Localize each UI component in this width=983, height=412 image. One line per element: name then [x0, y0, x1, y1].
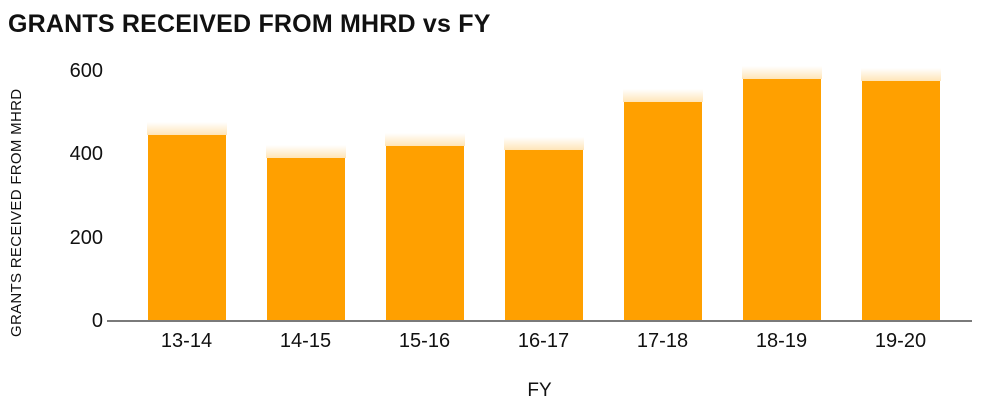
bar-15-16	[384, 132, 465, 321]
bar-16-17	[503, 136, 584, 321]
x-tick-15-16: 15-16	[398, 330, 451, 352]
x-tick-16-17: 16-17	[517, 330, 570, 352]
bar-19-20	[860, 67, 941, 321]
y-tick-0: 0	[91, 310, 103, 332]
bar-17-18	[622, 88, 703, 321]
y-tick-400: 400	[69, 143, 103, 165]
x-tick-19-20: 19-20	[874, 330, 927, 352]
bar-13-14	[146, 122, 227, 321]
bar-18-19	[741, 65, 822, 321]
bar-14-15	[265, 145, 346, 321]
chart-title: GRANTS RECEIVED FROM MHRD vs FY	[8, 10, 491, 38]
x-tick-14-15: 14-15	[279, 330, 332, 352]
y-tick-200: 200	[69, 226, 103, 249]
y-tick-600: 600	[69, 59, 103, 82]
x-tick-13-14: 13-14	[160, 330, 213, 352]
x-tick-17-18: 17-18	[636, 330, 689, 352]
x-axis-line	[107, 320, 972, 322]
x-axis-title: FY	[527, 380, 552, 401]
plot-area	[127, 65, 960, 321]
x-tick-18-19: 18-19	[755, 330, 808, 352]
x-axis-tick-labels: 13-14 14-15 15-16 16-17 17-18 18-19 19-20	[127, 329, 960, 353]
